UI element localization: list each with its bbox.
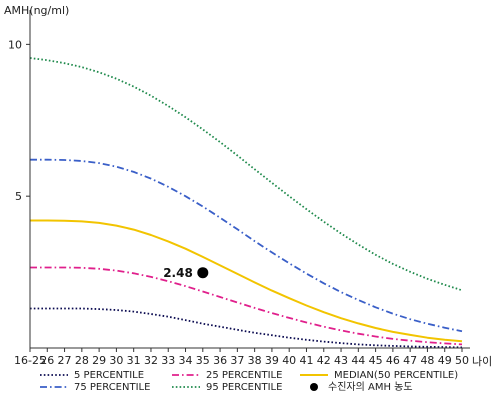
x-tick-label: 27 [58, 354, 72, 367]
x-tick-label: 45 [369, 354, 383, 367]
x-tick-label: 28 [75, 354, 89, 367]
x-tick-label: 46 [386, 354, 400, 367]
x-tick-label: 43 [334, 354, 348, 367]
series-line-2 [30, 219, 463, 343]
y-tick-label: 10 [8, 38, 22, 51]
legend-label-1: 25 PERCENTILE [206, 370, 282, 381]
x-tick-label: 35 [196, 354, 210, 367]
legend-label-3: 75 PERCENTILE [74, 382, 150, 393]
x-tick-label: 48 [420, 354, 434, 367]
legend-point-swatch [310, 383, 318, 391]
x-tick-label: 49 [438, 354, 452, 367]
series-line-4 [29, 57, 463, 292]
point-layer: 2.48 [163, 266, 209, 280]
axes-layer: AMH(ng/ml) 나이 [4, 4, 492, 368]
x-tick-label: 30 [109, 354, 123, 367]
x-tick-label: 47 [403, 354, 417, 367]
legend-point-label: 수진자의 AMH 농도 [328, 381, 413, 393]
legend-label-2: MEDIAN(50 PERCENTILE) [334, 370, 458, 381]
y-axis-label: AMH(ng/ml) [4, 4, 69, 17]
x-tick-label: 40 [282, 354, 296, 367]
series-layer [29, 57, 463, 349]
series-line-0 [30, 307, 463, 349]
legend: 5 PERCENTILE 25 PERCENTILE MEDIAN(50 PERCE… [40, 370, 458, 393]
series-line-3 [30, 158, 463, 333]
x-tick-label: 37 [230, 354, 244, 367]
x-tick-label: 29 [92, 354, 106, 367]
x-tick-label: 31 [127, 354, 141, 367]
x-tick-label: 16-25 [14, 354, 46, 367]
legend-label-4: 95 PERCENTILE [206, 382, 282, 393]
y-tick-label: 5 [15, 190, 22, 203]
x-tick-label: 38 [248, 354, 262, 367]
legend-label-0: 5 PERCENTILE [74, 370, 144, 381]
x-tick-label: 32 [144, 354, 158, 367]
x-tick-label: 34 [179, 354, 193, 367]
series-line-1 [30, 266, 463, 346]
x-tick-label: 33 [161, 354, 175, 367]
patient-amh-point [197, 267, 209, 279]
x-tick-label: 41 [299, 354, 313, 367]
x-axis-label: 나이 [472, 355, 492, 368]
x-tick-label: 36 [213, 354, 227, 367]
x-tick-label: 50 [455, 354, 469, 367]
x-tick-label: 39 [265, 354, 279, 367]
patient-amh-value-label: 2.48 [163, 266, 193, 280]
x-tick-label: 44 [351, 354, 365, 367]
x-tick-label: 26 [40, 354, 54, 367]
x-tick-label: 42 [317, 354, 331, 367]
